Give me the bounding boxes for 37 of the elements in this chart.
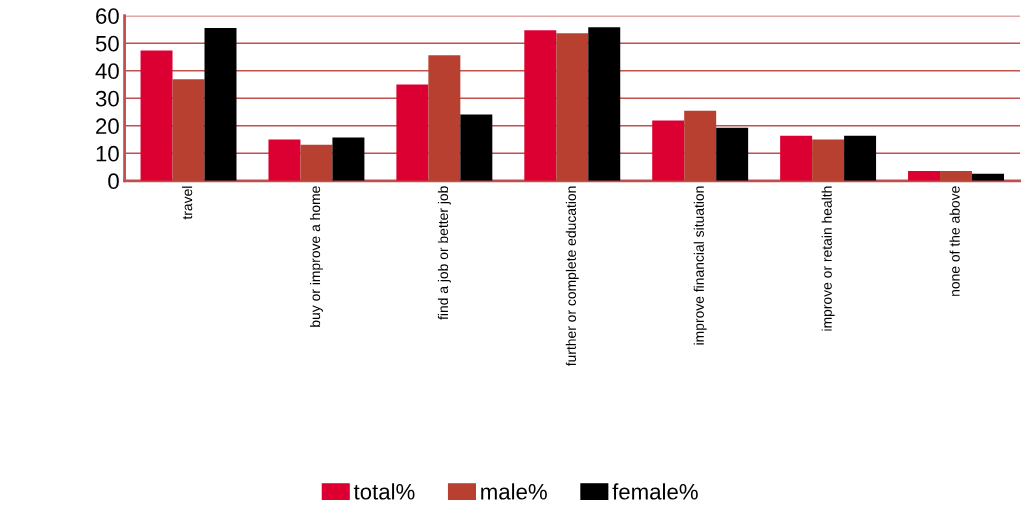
x-tick-label: find a job or better job	[437, 186, 451, 320]
x-tick-label: buy or improve a home	[309, 186, 323, 327]
x-tick-label: improve financial situation	[693, 186, 707, 345]
y-tick-label: 20	[96, 118, 119, 135]
bar	[716, 127, 749, 181]
bar	[268, 139, 301, 181]
y-tick-label: 60	[96, 8, 119, 24]
bar	[300, 144, 333, 181]
bar	[652, 120, 685, 181]
bar	[204, 28, 237, 181]
y-tick-label: 0	[108, 173, 119, 190]
y-tick-label: 30	[95, 90, 119, 107]
legend-label: total%	[353, 483, 415, 500]
bar	[940, 170, 973, 181]
bar	[140, 50, 173, 181]
bar	[684, 110, 717, 181]
bar	[588, 27, 621, 181]
bar	[524, 30, 557, 181]
bar	[812, 139, 845, 181]
bar	[908, 170, 941, 181]
legend-label: female%	[612, 483, 698, 500]
bar	[428, 55, 461, 181]
bar	[556, 33, 589, 181]
y-tick-label: 40	[95, 63, 119, 80]
bar	[172, 79, 205, 181]
x-tick-label: further or complete education	[565, 186, 579, 367]
bar	[460, 114, 493, 181]
y-tick-label: 50	[95, 35, 119, 52]
legend-label: male%	[481, 483, 547, 500]
bar	[780, 135, 813, 181]
bar	[332, 137, 365, 181]
y-tick-label: 10	[96, 145, 119, 162]
x-tick-label: travel	[182, 186, 193, 220]
x-tick-label: none of the above	[949, 186, 960, 296]
bar	[396, 84, 429, 181]
x-tick-label: improve or retain health	[821, 186, 835, 331]
bar	[844, 135, 877, 181]
